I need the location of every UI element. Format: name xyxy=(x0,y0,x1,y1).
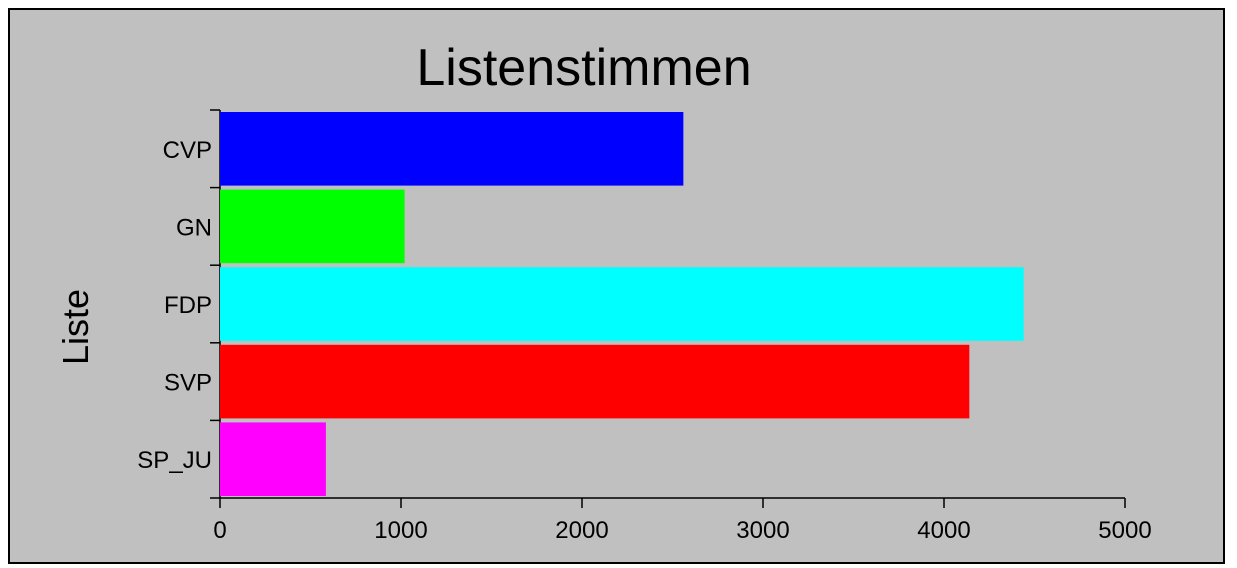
x-tick-label: 3000 xyxy=(736,517,789,544)
bar-svp xyxy=(220,344,970,419)
y-axis-label: Liste xyxy=(55,289,96,365)
x-ticks: 0 1000 2000 3000 4000 5000 xyxy=(213,498,1152,544)
x-tick-label: 0 xyxy=(213,517,226,544)
bar-cvp xyxy=(220,112,684,186)
category-label: SVP xyxy=(164,370,212,397)
bar-sp-ju xyxy=(220,422,326,496)
x-tick-label: 4000 xyxy=(917,517,970,544)
bar-fdp xyxy=(220,267,1024,341)
category-label: CVP xyxy=(163,137,212,164)
category-label: SP_JU xyxy=(137,447,212,474)
x-tick-label: 5000 xyxy=(1098,517,1151,544)
bar-gn xyxy=(220,189,405,264)
x-tick-label: 1000 xyxy=(374,517,427,544)
chart-title: Listenstimmen xyxy=(416,39,751,97)
y-ticks xyxy=(210,109,220,499)
x-tick-label: 2000 xyxy=(555,517,608,544)
category-label: FDP xyxy=(164,292,212,319)
bars xyxy=(220,112,1024,496)
category-labels: CVP GN FDP SVP SP_JU xyxy=(137,137,212,474)
category-label: GN xyxy=(176,214,212,241)
